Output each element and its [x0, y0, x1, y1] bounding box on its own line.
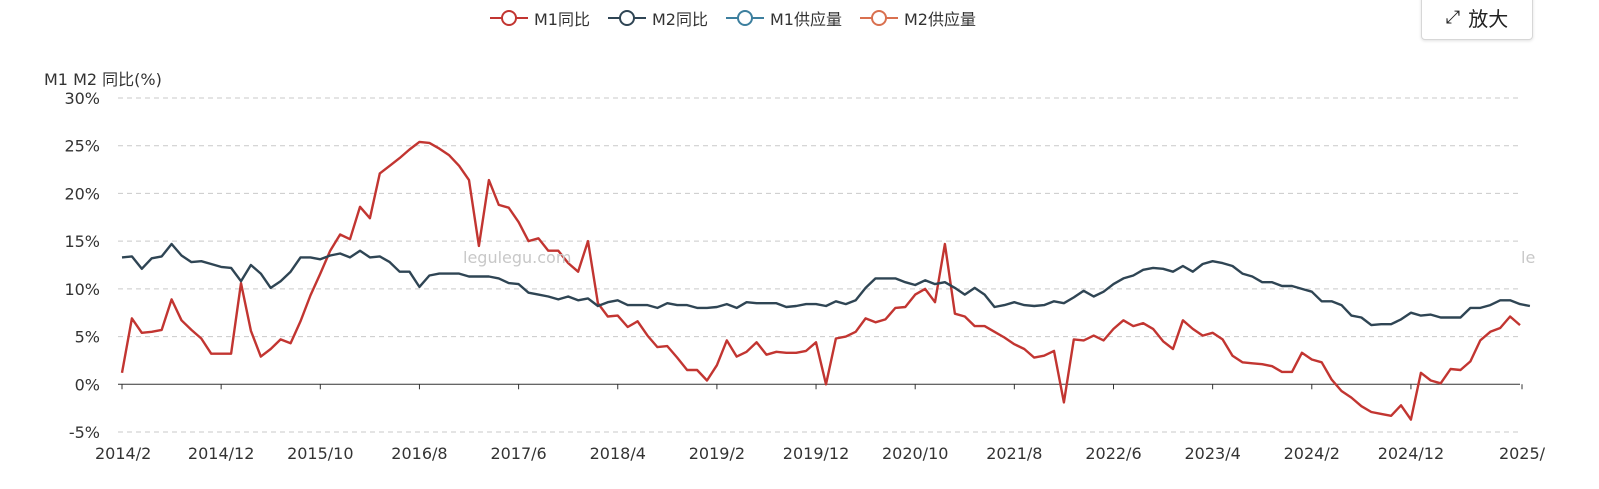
x-tick-label: 2018/4: [590, 444, 646, 463]
legend-label: M1供应量: [770, 10, 842, 29]
x-tick-label: 2021/8: [986, 444, 1042, 463]
legend-line-circle-icon: [726, 10, 764, 26]
y-tick-label: 25%: [64, 137, 100, 156]
x-tick-label: 2024/2: [1284, 444, 1340, 463]
x-tick-label: 2014/12: [188, 444, 254, 463]
x-tick-label: 2025/: [1499, 444, 1546, 463]
x-tick-label: 2024/12: [1378, 444, 1444, 463]
legend-item-m1-supply[interactable]: M1供应量: [726, 6, 842, 30]
legend-line-circle-icon: [608, 10, 646, 26]
legend-item-m2-supply[interactable]: M2供应量: [860, 6, 976, 30]
y-tick-label: 5%: [75, 328, 100, 347]
expand-arrows-icon: ⤢: [1445, 6, 1461, 28]
x-tick-label: 2023/4: [1184, 444, 1240, 463]
y-tick-label: 15%: [64, 232, 100, 251]
y-tick-label: 10%: [64, 280, 100, 299]
legend-label: M2供应量: [904, 10, 976, 29]
legend-item-m1-yoy[interactable]: M1同比: [490, 6, 590, 30]
y-tick-label: 20%: [64, 184, 100, 203]
legend-line-circle-icon: [490, 10, 528, 26]
legend-label: M1同比: [534, 10, 590, 29]
legend-label: M2同比: [652, 10, 708, 29]
legend-item-m2-yoy[interactable]: M2同比: [608, 6, 708, 30]
chart-legend: M1同比 M2同比 M1供应量 M2供应量: [490, 6, 976, 30]
legend-line-circle-icon: [860, 10, 898, 26]
watermark-partial: le: [1521, 248, 1536, 267]
x-tick-label: 2015/10: [287, 444, 353, 463]
y-tick-label: 30%: [64, 89, 100, 108]
zoom-label: 放大: [1468, 6, 1509, 31]
x-tick-label: 2022/6: [1085, 444, 1141, 463]
x-tick-label: 2020/10: [882, 444, 948, 463]
y-tick-label: 0%: [75, 375, 100, 394]
y-axis-title: M1 M2 同比(%): [44, 70, 162, 89]
x-tick-label: 2016/8: [391, 444, 447, 463]
x-tick-label: 2017/6: [490, 444, 546, 463]
watermark: legulegu.com: [463, 248, 572, 267]
series-line: [120, 140, 1521, 421]
series-line: [121, 242, 1531, 327]
x-tick-label: 2019/12: [783, 444, 849, 463]
zoom-button[interactable]: ⤢ 放大: [1421, 0, 1533, 40]
x-tick-label: 2019/2: [689, 444, 745, 463]
x-tick-label: 2014/2: [95, 444, 151, 463]
y-tick-label: -5%: [69, 423, 100, 442]
